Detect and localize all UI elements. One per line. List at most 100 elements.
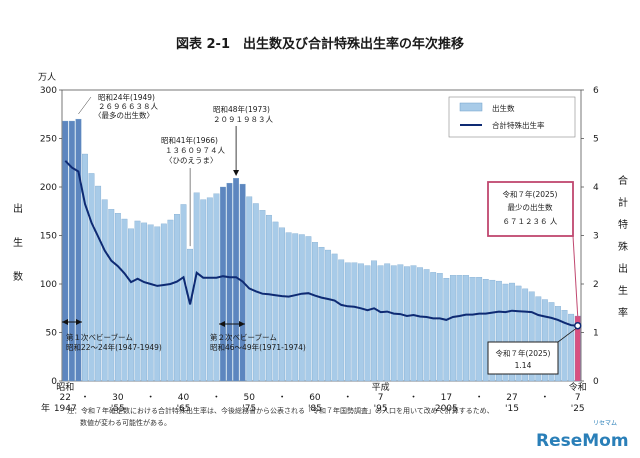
bar-1995 (377, 265, 384, 382)
bar-1993 (364, 265, 371, 382)
baby-boom-2-label: 第２次ベビーブーム (210, 332, 277, 342)
x-tick-west-1965: '65 (177, 404, 191, 414)
baby-boom-2-sub: 昭和46～49年(1971-1974) (210, 342, 306, 352)
y-tick-label-300: 300 (40, 86, 57, 96)
bar-2001 (417, 267, 423, 382)
bar-2013 (495, 280, 502, 382)
bar-1959 (141, 222, 148, 382)
annotation-1949: 昭和24年(1949)２６９６６３８人〈最多の出生数〉 (78, 92, 158, 120)
bar-1950 (82, 153, 88, 382)
bar-1947 (62, 120, 69, 382)
y2-tick-label-1: 1 (593, 329, 599, 339)
x-tick-west-2025: '25 (571, 404, 585, 414)
bar-1948 (68, 120, 75, 382)
bar-2003 (430, 272, 437, 382)
bar-1999 (403, 266, 410, 382)
y2-tick-label-6: 6 (593, 86, 599, 96)
annotation-1973-l2: ２０９１９８３人 (213, 115, 273, 124)
annotation-2025-l1: 令和７年(2025) (503, 189, 558, 199)
y2-axis-label-char-6: 率 (618, 306, 628, 319)
bar-1982 (292, 233, 299, 382)
tfr-series (64, 160, 582, 330)
footnote-line-2: 数値が変わる可能性がある。 (80, 418, 171, 427)
bar-1962 (160, 223, 167, 382)
x-tick-era-2025: 7 (575, 393, 581, 403)
bar-1971 (220, 186, 226, 382)
legend-bar-label: 出生数 (492, 103, 515, 113)
baby-boom-2-arrow-right (239, 321, 245, 327)
x-tick-era-1947: 22 (60, 393, 71, 403)
bar-1970 (213, 193, 220, 382)
bar-1994 (371, 260, 377, 382)
bar-1985 (312, 242, 318, 382)
x-tick-west-1975: '75 (242, 404, 256, 414)
y2-tick-label-0: 0 (593, 377, 599, 387)
x-year-label: 年 (41, 402, 50, 414)
y2-axis-label-char-3: 殊 (618, 240, 628, 253)
y-axis-label-char-0: 出 (13, 202, 23, 215)
bar-2011 (482, 278, 489, 382)
bar-series (62, 118, 581, 382)
annotation-1949-l1: 昭和24年(1949) (98, 92, 155, 102)
bar-1963 (167, 219, 174, 382)
bar-1981 (285, 232, 292, 382)
annotation-1966-l1: 昭和41年(1966) (161, 135, 218, 145)
bar-2020 (541, 299, 548, 382)
x-tick-top-1947: 昭和 (56, 382, 74, 393)
bar-1952 (95, 185, 102, 382)
bar-1955 (114, 213, 121, 382)
bar-1949 (75, 118, 82, 382)
bar-1983 (298, 234, 305, 382)
bar-1961 (154, 226, 161, 382)
annotation-2025-leader (572, 235, 579, 317)
annotation-1973: 昭和48年(1973)２０９１９８３人 (213, 104, 273, 176)
y2-tick-label-2: 2 (593, 280, 599, 290)
x-tick-era-1960: ・ (146, 393, 155, 403)
chart-annotations: 第１次ベビーブーム昭和22～24年(1947-1949)第２次ベビーブーム昭和4… (62, 92, 579, 375)
bar-2015 (509, 282, 515, 382)
x-tick-era-1970: ・ (212, 393, 221, 403)
bar-1953 (101, 199, 108, 382)
bar-2005 (443, 278, 450, 382)
chart-axes: 050100150200250300万人出生数0123456合計特殊出生率昭和2… (13, 72, 628, 414)
bar-1969 (206, 197, 213, 382)
chart-title: 図表 2-1 出生数及び合計特殊出生率の年次推移 (176, 36, 464, 52)
annotation-2025-l3: ６７１２３６ 人 (503, 217, 558, 226)
bar-1989 (338, 259, 345, 382)
x-tick-top-1995: 平成 (372, 381, 390, 393)
y2-axis-label-char-1: 計 (618, 196, 628, 209)
y-tick-label-50: 50 (46, 329, 58, 339)
bar-1979 (272, 221, 279, 382)
x-tick-era-1985: 60 (309, 393, 321, 403)
x-tick-top-2025: 令和 (569, 381, 587, 393)
x-tick-era-1950: ・ (80, 393, 89, 403)
x-tick-west-1995: '95 (374, 404, 388, 414)
x-tick-era-1990: ・ (343, 393, 352, 403)
x-tick-era-1965: 40 (178, 393, 190, 403)
y-tick-label-0: 0 (51, 377, 57, 387)
tfr-line (64, 160, 578, 327)
bar-2004 (436, 273, 443, 382)
x-tick-era-2020: ・ (540, 393, 549, 403)
y2-axis-label-char-5: 生 (618, 284, 628, 297)
x-tick-era-2015: 27 (506, 393, 517, 403)
annotation-tfr-2025: 令和７年(2025) 1.14 (487, 328, 576, 375)
annotation-2025-box (487, 181, 574, 237)
bar-2002 (423, 269, 430, 382)
logo-text: ReseMom (536, 431, 629, 451)
bar-1987 (325, 249, 331, 382)
baby-boom-1-arrow-right (76, 319, 82, 325)
x-tick-era-1980: ・ (278, 393, 287, 403)
y-tick-label-250: 250 (40, 135, 57, 145)
bar-1980 (279, 227, 285, 382)
x-tick-era-2005: 17 (441, 393, 452, 403)
bar-1996 (384, 263, 391, 382)
footnote-line-1: 注：令和７年確定数における合計特殊出生率は、今後総務省から公表される「令和７年国… (67, 406, 494, 415)
tfr-point-2025 (573, 321, 582, 330)
annotation-1949-l2: ２６９６６３８人 (98, 102, 158, 111)
baby-boom-2-arrow-left (219, 321, 225, 327)
bar-2012 (489, 279, 496, 382)
